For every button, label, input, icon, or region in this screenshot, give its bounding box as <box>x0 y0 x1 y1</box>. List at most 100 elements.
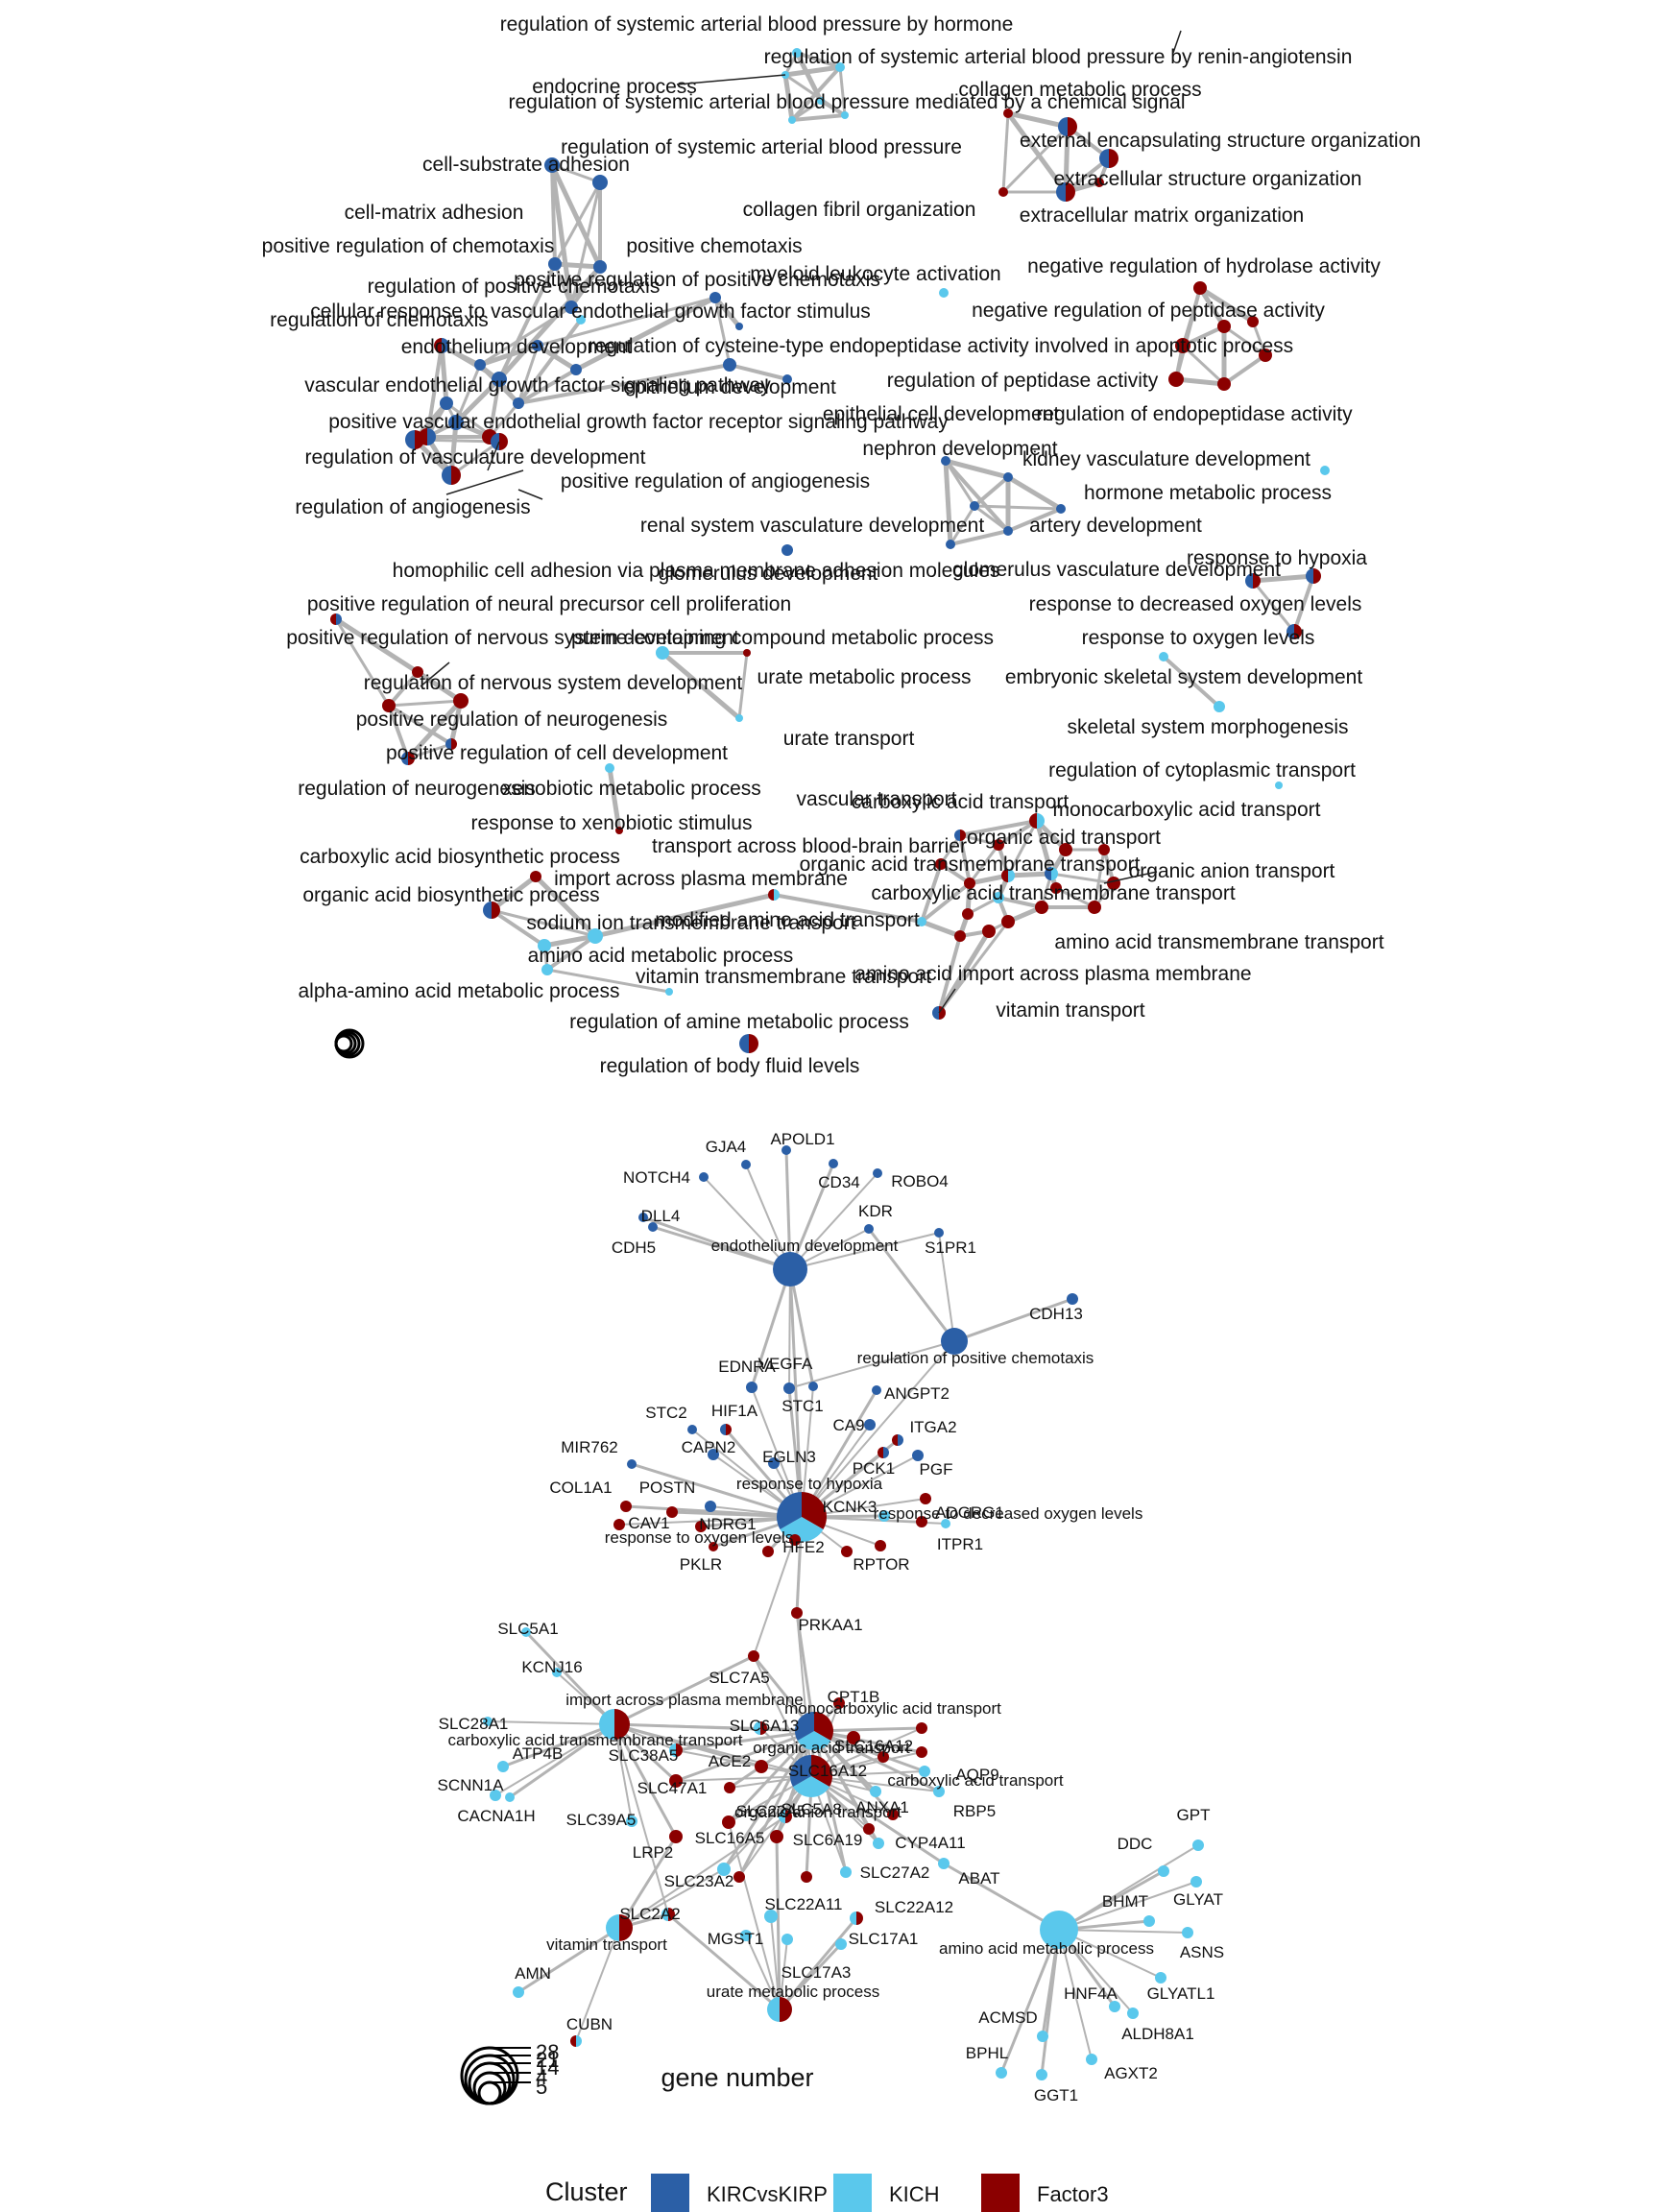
top-edge <box>959 819 1038 837</box>
label-leader-line <box>938 988 956 1014</box>
term-label-regulation-of-endopeptidase-activity: regulation of endopeptidase activity <box>1036 403 1353 425</box>
bottom-edge <box>953 1297 1073 1343</box>
term-label-regulation-of-cytoplasmic-transport: regulation of cytoplasmic transport <box>1048 759 1356 781</box>
bottom-edge <box>789 1172 878 1270</box>
gene-label-monocarboxylic-acid-transport: monocarboxylic acid transport <box>784 1699 1001 1718</box>
bottom-edge <box>999 1929 1061 2074</box>
gene-node <box>941 1328 968 1355</box>
term-node <box>1245 573 1261 589</box>
gene-label-stc1: STC1 <box>781 1397 823 1415</box>
gene-label-adgrg1: ADGRG1 <box>935 1503 1004 1522</box>
gene-node <box>875 1540 886 1551</box>
gene-label-glyatl1: GLYATL1 <box>1147 1984 1215 2003</box>
top-edge <box>517 318 583 405</box>
bottom-edge <box>788 1340 955 1389</box>
gene-node <box>996 2067 1007 2079</box>
gene-node <box>669 1774 683 1788</box>
term-node <box>1056 182 1075 202</box>
gene-label-cpt1b: CPT1B <box>828 1688 880 1706</box>
term-node <box>544 157 560 173</box>
term-label-organic-acid-transport: organic acid transport <box>967 827 1161 849</box>
top-edge <box>517 363 731 405</box>
term-node <box>1001 915 1015 928</box>
term-label-kidney-vasculature-development: kidney vasculature development <box>1022 448 1310 470</box>
term-label-vascular-transport: vascular transport <box>797 788 957 810</box>
top-edge <box>554 261 601 270</box>
gene-node <box>779 1810 792 1823</box>
term-node <box>1099 149 1118 168</box>
gene-node <box>938 1858 950 1869</box>
gene-label-atp4b: ATP4B <box>513 1744 564 1763</box>
term-node <box>709 292 721 303</box>
gene-node <box>1040 1911 1078 1949</box>
term-node <box>1059 843 1072 856</box>
gene-node <box>795 1712 833 1750</box>
term-node <box>817 97 825 105</box>
bottom-edge <box>938 1232 955 1342</box>
gene-label-slc17a3: SLC17A3 <box>781 1963 852 1982</box>
bottom-edge <box>703 1176 791 1270</box>
gene-node <box>920 1493 931 1504</box>
term-node <box>1056 504 1066 514</box>
gene-label-slc16a5: SLC16A5 <box>695 1829 765 1847</box>
term-label-regulation-of-peptidase-activity: regulation of peptidase activity <box>887 370 1159 392</box>
term-label-organic-anion-transport: organic anion transport <box>1129 860 1335 882</box>
gene-label-ace2: ACE2 <box>709 1752 751 1770</box>
term-label-regulation-of-positive-chemotaxis: regulation of positive chemotaxis <box>368 276 661 298</box>
gene-node <box>1036 2069 1047 2080</box>
term-node <box>782 374 792 384</box>
bottom-edge <box>524 1630 616 1726</box>
gene-label-pklr: PKLR <box>680 1555 722 1574</box>
top-edge <box>1007 871 1052 878</box>
term-label-skeletal-system-morphogenesis: skeletal system morphogenesis <box>1068 716 1349 738</box>
gene-node <box>835 1938 847 1950</box>
gene-label-response-to-decreased-oxygen-levels: response to decreased oxygen levels <box>874 1504 1143 1523</box>
top-edge <box>968 844 1000 884</box>
term-node <box>723 358 736 372</box>
term-label-regulation-of-systemic-arterial-blood-pressure-by-hormone: regulation of systemic arterial blood pr… <box>500 13 1014 36</box>
term-node <box>1217 320 1231 333</box>
gene-label-slc22a5: SLC22A5 <box>736 1802 806 1820</box>
gene-node <box>790 1755 832 1797</box>
bottom-edge <box>613 1723 678 1838</box>
size-legend-value: 21 <box>536 2048 559 2072</box>
gene-label-itga2: ITGA2 <box>909 1418 956 1436</box>
gene-label-regulation-of-positive-chemotaxis: regulation of positive chemotaxis <box>857 1349 1094 1367</box>
gene-label-slc5a8: SLC5A8 <box>781 1800 841 1818</box>
gene-node <box>1190 1876 1202 1887</box>
gene-label-cdh5: CDH5 <box>612 1238 656 1257</box>
bottom-edge <box>613 1723 633 1822</box>
top-edge <box>1055 886 1095 909</box>
term-label-cellular-response-to-vascular-endothelial-growth-factor-stimulus: cellular response to vascular endothelia… <box>310 301 871 323</box>
gene-label-organic-acid-transport: organic acid transport <box>753 1739 910 1757</box>
term-node <box>1045 867 1058 880</box>
top-edge <box>1252 573 1314 584</box>
gene-label-slc6a13: SLC6A13 <box>730 1717 800 1735</box>
top-edge <box>1001 112 1010 193</box>
gene-node <box>887 1809 899 1820</box>
top-network-labels: regulation of systemic arterial blood pr… <box>262 13 1421 1077</box>
term-node <box>592 175 608 190</box>
top-edge <box>479 343 539 368</box>
top-edge <box>534 875 597 938</box>
bottom-network-nodes <box>483 1145 1204 2080</box>
gene-label-robo4: ROBO4 <box>891 1172 949 1190</box>
bottom-edge <box>788 1268 804 1518</box>
gene-label-hif1a: HIF1A <box>711 1402 758 1420</box>
bottom-edge <box>618 1516 803 1526</box>
term-node <box>970 501 979 511</box>
gene-label-slc16a12: SLC16A12 <box>834 1737 913 1755</box>
term-node <box>946 540 955 549</box>
top-edge <box>1063 126 1070 193</box>
gene-label-kdr: KDR <box>858 1202 893 1220</box>
gene-node <box>521 1627 531 1637</box>
gene-label-notch4: NOTCH4 <box>623 1168 690 1187</box>
gene-label-postn: POSTN <box>639 1479 696 1497</box>
bottom-edge <box>502 1722 615 1768</box>
gene-node <box>717 1863 731 1876</box>
term-label-response-to-xenobiotic-stimulus: response to xenobiotic stimulus <box>471 812 753 834</box>
gene-node <box>497 1761 509 1772</box>
term-node <box>1001 869 1015 882</box>
gene-label-bphl: BPHL <box>966 2044 1008 2062</box>
gene-label-aldh8a1: ALDH8A1 <box>1121 2025 1194 2043</box>
